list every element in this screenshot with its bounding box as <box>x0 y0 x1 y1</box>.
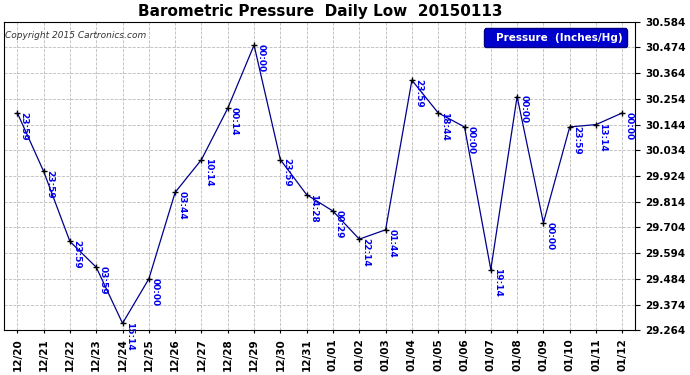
Text: Copyright 2015 Cartronics.com: Copyright 2015 Cartronics.com <box>6 31 147 40</box>
Text: 23:59: 23:59 <box>19 112 28 141</box>
Text: 10:14: 10:14 <box>204 159 213 187</box>
Text: 00:29: 00:29 <box>335 210 344 238</box>
Text: 00:00: 00:00 <box>466 126 475 154</box>
Text: 22:14: 22:14 <box>362 238 371 267</box>
Text: 23:59: 23:59 <box>282 159 291 187</box>
Text: 03:44: 03:44 <box>177 191 186 220</box>
Text: 19:14: 19:14 <box>493 268 502 297</box>
Legend: Pressure  (Inches/Hg): Pressure (Inches/Hg) <box>484 28 627 47</box>
Text: 03:59: 03:59 <box>99 266 108 295</box>
Text: 23:59: 23:59 <box>414 79 423 108</box>
Text: 00:00: 00:00 <box>546 222 555 250</box>
Text: 00:00: 00:00 <box>256 44 265 72</box>
Text: 01:44: 01:44 <box>388 229 397 257</box>
Text: 00:14: 00:14 <box>230 107 239 135</box>
Text: 00:00: 00:00 <box>519 95 529 123</box>
Text: 00:00: 00:00 <box>624 112 633 140</box>
Text: 23:59: 23:59 <box>572 126 581 154</box>
Text: 23:59: 23:59 <box>46 170 55 199</box>
Text: 23:59: 23:59 <box>72 240 81 269</box>
Text: 00:00: 00:00 <box>151 278 160 306</box>
Text: 18:44: 18:44 <box>440 112 449 141</box>
Title: Barometric Pressure  Daily Low  20150113: Barometric Pressure Daily Low 20150113 <box>137 4 502 19</box>
Text: 14:28: 14:28 <box>309 194 318 222</box>
Text: 13:14: 13:14 <box>598 123 607 152</box>
Text: 15:14: 15:14 <box>125 322 134 351</box>
